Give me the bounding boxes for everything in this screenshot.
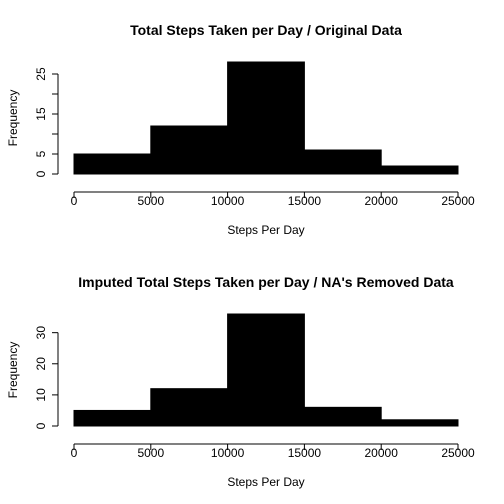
y-axis-label: Frequency <box>6 342 20 399</box>
x-tick-label: 25000 <box>441 194 475 208</box>
y-tick-label: 15 <box>34 107 48 121</box>
x-tick-label: 20000 <box>365 446 399 460</box>
y-tick-label: 0 <box>34 170 48 177</box>
x-tick-label: 15000 <box>288 446 322 460</box>
chart-title: Imputed Total Steps Taken per Day / NA's… <box>78 274 454 290</box>
x-tick-label: 10000 <box>211 446 245 460</box>
chart-title: Total Steps Taken per Day / Original Dat… <box>130 22 402 38</box>
x-axis-label: Steps Per Day <box>227 475 304 489</box>
histogram-bar <box>73 409 152 427</box>
histogram-bar <box>150 388 229 427</box>
x-tick-label: 25000 <box>441 446 475 460</box>
y-tick-label: 30 <box>34 326 48 340</box>
y-axis-label: Frequency <box>6 90 20 147</box>
y-tick-label: 10 <box>34 388 48 402</box>
x-axis-label: Steps Per Day <box>227 223 304 237</box>
histogram-imputed: Imputed Total Steps Taken per Day / NA's… <box>6 274 475 489</box>
x-tick-label: 0 <box>71 446 78 460</box>
histogram-bar <box>303 406 382 427</box>
histogram-bar <box>227 313 305 427</box>
y-tick-label: 0 <box>34 422 48 429</box>
histogram-bar <box>380 165 459 175</box>
histogram-bar <box>73 153 152 175</box>
x-tick-label: 15000 <box>288 194 322 208</box>
histogram-original: Total Steps Taken per Day / Original Dat… <box>6 22 475 237</box>
y-tick-label: 20 <box>34 357 48 371</box>
histogram-bar <box>227 61 305 175</box>
y-tick-label: 5 <box>34 150 48 157</box>
histogram-bar <box>380 419 459 427</box>
x-tick-label: 5000 <box>137 446 164 460</box>
histogram-bar <box>303 149 382 175</box>
x-tick-label: 0 <box>71 194 78 208</box>
histogram-bar <box>150 125 229 175</box>
y-tick-label: 25 <box>34 67 48 81</box>
x-tick-label: 10000 <box>211 194 245 208</box>
x-tick-label: 20000 <box>365 194 399 208</box>
x-tick-label: 5000 <box>137 194 164 208</box>
